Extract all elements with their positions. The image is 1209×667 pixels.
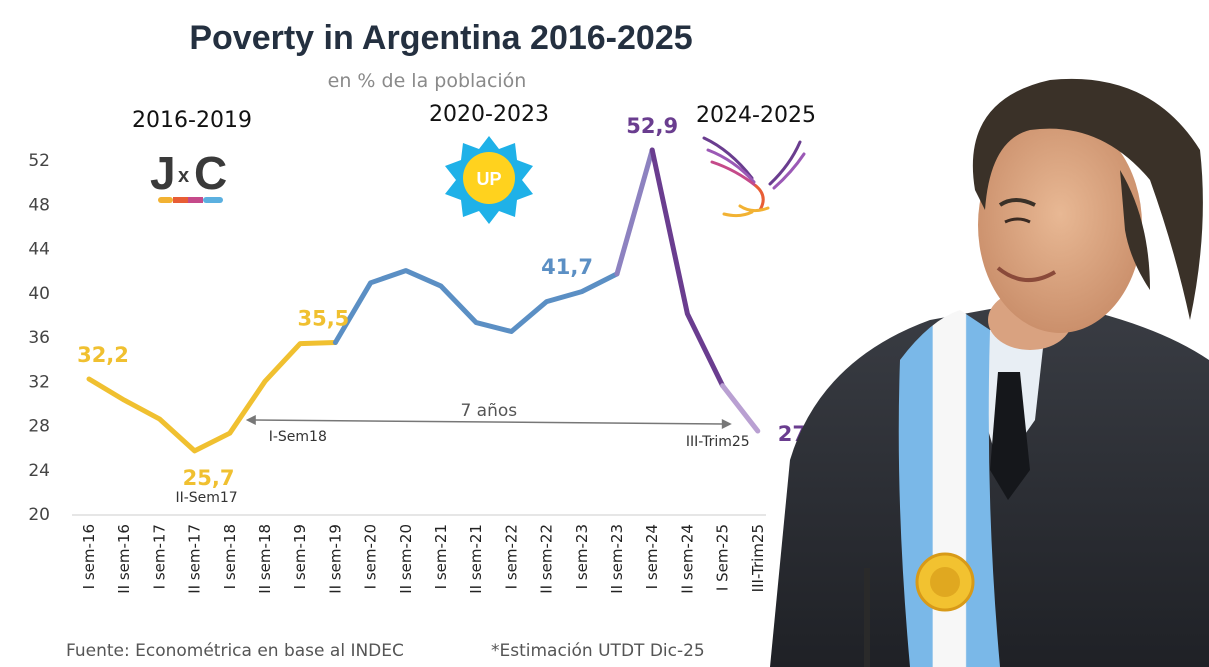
x-tick-label: II sem-20 bbox=[397, 524, 415, 594]
x-tick-label: III-Trim25 bbox=[749, 524, 767, 592]
period-label-2: 2020-2023 bbox=[429, 102, 549, 127]
annotation-7-years: 7 años bbox=[245, 401, 732, 429]
x-tick-label: II sem-21 bbox=[467, 524, 485, 594]
y-tick-label: 40 bbox=[28, 284, 50, 304]
jxc-logo-bar-1 bbox=[158, 197, 173, 203]
annotation-arrow-right bbox=[721, 419, 732, 429]
period-sub-label: III-Trim25 bbox=[686, 434, 750, 450]
y-tick-label: 48 bbox=[28, 195, 50, 215]
series-line-2024-2025 bbox=[649, 147, 726, 389]
x-tick-label: I sem-19 bbox=[291, 524, 309, 589]
x-tick-label: I Sem-25 bbox=[714, 524, 732, 591]
x-tick-label: II sem-17 bbox=[186, 524, 204, 594]
y-tick-label: 24 bbox=[28, 461, 50, 481]
x-tick-label: II sem-22 bbox=[538, 524, 556, 594]
y-tick-label: 28 bbox=[28, 417, 50, 437]
photo-eye bbox=[1004, 217, 1031, 224]
footer-source: Fuente: Econométrica en base al INDEC bbox=[66, 641, 404, 661]
jxc-logo-bar-2 bbox=[173, 197, 188, 203]
x-tick-label: I sem-17 bbox=[150, 524, 168, 589]
jxc-logo-c: C bbox=[194, 147, 227, 199]
y-tick-label: 20 bbox=[28, 505, 50, 525]
period-label-3: 2024-2025 bbox=[696, 103, 816, 128]
jxc-logo-j: J bbox=[150, 147, 176, 199]
photo-smile bbox=[996, 266, 1057, 283]
x-tick-label: I sem-18 bbox=[221, 524, 239, 589]
chart-title: Poverty in Argentina 2016-2025 bbox=[189, 19, 692, 57]
photo-eyebrow bbox=[998, 198, 1036, 207]
data-label: 35,5 bbox=[297, 307, 349, 331]
x-tick-label: I sem-21 bbox=[432, 524, 450, 589]
up-logo-sun bbox=[463, 152, 515, 204]
series-estimate-segment bbox=[720, 383, 761, 434]
photo-sash bbox=[898, 310, 1000, 667]
y-axis-ticks: 52 48 44 40 36 32 28 24 20 bbox=[28, 151, 50, 525]
president-photo bbox=[770, 78, 1209, 667]
x-tick-label: II sem-23 bbox=[608, 524, 626, 594]
up-logo-text: UP bbox=[476, 169, 501, 189]
data-label: 25,7 bbox=[183, 466, 235, 490]
annotation-arrow-line bbox=[253, 419, 724, 425]
footer-note: *Estimación UTDT Dic-25 bbox=[491, 641, 705, 661]
annotation-text: 7 años bbox=[460, 401, 517, 421]
data-label: 41,7 bbox=[541, 255, 593, 279]
period-label-1: 2016-2019 bbox=[132, 108, 252, 133]
eagle-logo-icon bbox=[702, 136, 806, 218]
photo-microphone bbox=[864, 568, 870, 667]
y-tick-label: 36 bbox=[28, 328, 50, 348]
x-tick-label: I sem-20 bbox=[362, 524, 380, 589]
jxc-logo: J x C bbox=[150, 147, 227, 203]
series-line-2016-2019 bbox=[86, 340, 338, 454]
annotation-arrow-left bbox=[245, 415, 256, 425]
up-logo: UP bbox=[445, 136, 533, 224]
sub-labels: II-Sem17 I-Sem18 III-Trim25 bbox=[175, 429, 749, 506]
x-tick-label: II sem-24 bbox=[678, 524, 696, 594]
series-transition-segment bbox=[614, 147, 655, 277]
photo-sun-emblem-face bbox=[930, 567, 960, 597]
jxc-logo-bar-4 bbox=[203, 197, 223, 203]
x-tick-label: II sem-16 bbox=[115, 524, 133, 594]
period-sub-label: I-Sem18 bbox=[269, 429, 327, 445]
photo-hair bbox=[972, 78, 1203, 320]
y-tick-label: 52 bbox=[28, 151, 50, 171]
jxc-logo-bar-3 bbox=[188, 197, 203, 203]
photo-sideburn bbox=[1120, 170, 1150, 290]
x-tick-label: I sem-22 bbox=[502, 524, 520, 589]
period-sub-label: II-Sem17 bbox=[175, 490, 237, 506]
x-tick-label: II sem-19 bbox=[326, 524, 344, 594]
x-axis-ticks: I sem-16 II sem-16 I sem-17 II sem-17 I sem-… bbox=[80, 524, 767, 594]
x-tick-label: I sem-23 bbox=[573, 524, 591, 589]
series-lines bbox=[86, 147, 761, 454]
y-tick-label: 32 bbox=[28, 372, 50, 392]
chart-subtitle: en % de la población bbox=[328, 70, 527, 92]
x-tick-label: II sem-18 bbox=[256, 524, 274, 594]
photo-tie bbox=[990, 372, 1030, 500]
jxc-logo-x: x bbox=[178, 165, 189, 187]
x-tick-label: I sem-24 bbox=[643, 524, 661, 589]
series-line-2020-2023 bbox=[332, 268, 620, 345]
data-label: 32,2 bbox=[77, 343, 129, 367]
y-tick-label: 44 bbox=[28, 240, 50, 260]
x-tick-label: I sem-16 bbox=[80, 524, 98, 589]
data-label: 52,9 bbox=[626, 114, 678, 138]
